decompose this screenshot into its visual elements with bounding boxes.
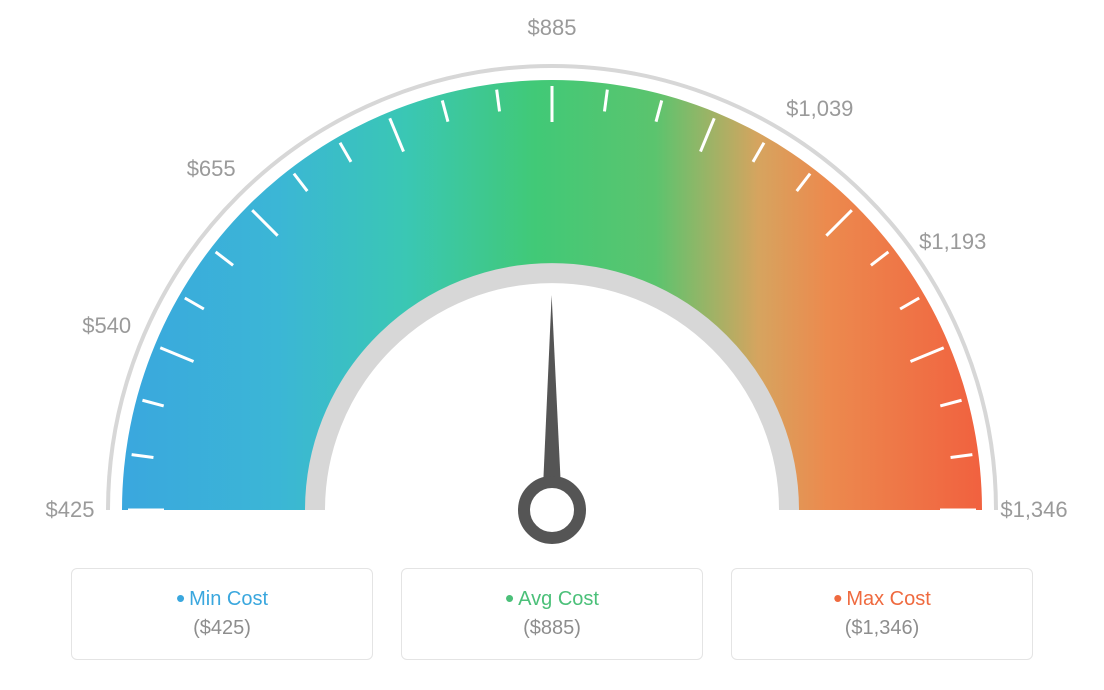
- legend-title-avg: • Avg Cost: [505, 588, 599, 611]
- gauge-tick-label: $540: [82, 313, 131, 339]
- legend-value-min: ($425): [193, 617, 251, 640]
- gauge-area: $425 $540 $655 $885 $1,039 $1,193 $1,346: [0, 0, 1104, 560]
- legend-dot-avg: •: [505, 593, 514, 603]
- gauge-tick-label: $885: [528, 15, 577, 41]
- legend-card-avg: • Avg Cost ($885): [401, 568, 703, 660]
- legend-dot-min: •: [176, 593, 185, 603]
- gauge-tick-label: $1,193: [919, 229, 986, 255]
- legend-card-min: • Min Cost ($425): [71, 568, 373, 660]
- legend-row: • Min Cost ($425) • Avg Cost ($885) • Ma…: [0, 568, 1104, 660]
- gauge-svg: [52, 40, 1052, 600]
- legend-label-min: Min Cost: [189, 588, 268, 611]
- legend-card-max: • Max Cost ($1,346): [731, 568, 1033, 660]
- gauge-tick-label: $1,039: [786, 96, 853, 122]
- gauge-tick-label: $655: [187, 156, 236, 182]
- legend-dot-max: •: [833, 593, 842, 603]
- gauge-tick-label: $1,346: [1000, 497, 1067, 523]
- gauge-tick-label: $425: [46, 497, 95, 523]
- legend-value-avg: ($885): [523, 617, 581, 640]
- legend-title-min: • Min Cost: [176, 588, 268, 611]
- legend-title-max: • Max Cost: [833, 588, 931, 611]
- legend-value-max: ($1,346): [845, 617, 920, 640]
- legend-label-avg: Avg Cost: [518, 588, 599, 611]
- legend-label-max: Max Cost: [846, 588, 930, 611]
- cost-gauge-chart: $425 $540 $655 $885 $1,039 $1,193 $1,346 • Min…: [0, 0, 1104, 690]
